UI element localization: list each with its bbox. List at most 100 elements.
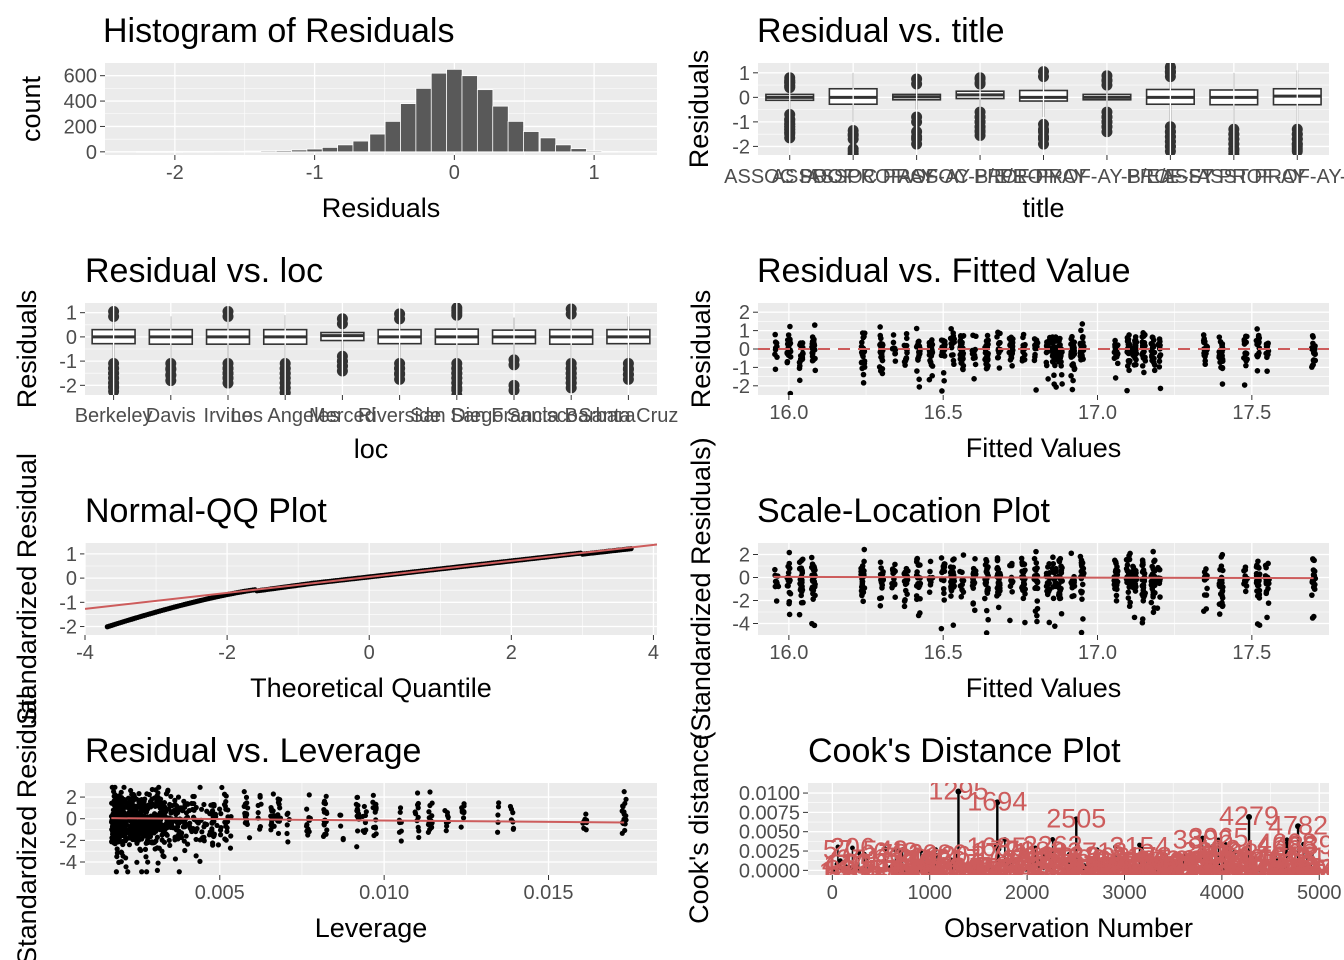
data-point xyxy=(860,598,866,605)
data-point xyxy=(785,569,792,576)
obs-label: 206 xyxy=(830,833,875,863)
data-point xyxy=(1052,362,1058,369)
data-point xyxy=(879,585,885,591)
obs-label: 3118 xyxy=(1107,853,1165,883)
data-point xyxy=(1154,605,1161,611)
obs-label: 3707 xyxy=(1163,859,1223,889)
obs-label: 2718 xyxy=(1067,837,1127,867)
histogram-bar xyxy=(601,151,618,153)
obs-label: 4021 xyxy=(1194,848,1254,878)
data-point xyxy=(941,597,948,603)
histogram-bar xyxy=(151,151,168,153)
cooks-point xyxy=(1216,837,1221,843)
data-point xyxy=(997,339,1003,346)
y-tick-label: 0 xyxy=(739,568,750,590)
obs-label: 2750 xyxy=(1070,854,1130,884)
point-cluster xyxy=(1077,553,1087,635)
y-tick-label: -2 xyxy=(59,617,77,639)
data-point xyxy=(983,338,990,344)
histogram-bar xyxy=(461,75,478,153)
data-point xyxy=(354,813,360,819)
data-point xyxy=(181,798,187,804)
data-point xyxy=(1034,612,1040,619)
obs-label: 4906 xyxy=(1280,863,1340,893)
data-point xyxy=(1216,611,1223,617)
data-point xyxy=(397,805,404,811)
obs-label: 2908 xyxy=(1085,847,1145,877)
data-point xyxy=(246,835,253,841)
data-point xyxy=(137,846,143,852)
data-point xyxy=(1311,586,1318,592)
y-tick-label: 1 xyxy=(66,544,77,566)
data-point xyxy=(959,577,965,583)
y-tick-label: -1 xyxy=(59,351,77,373)
obs-label: 4852 xyxy=(1275,854,1335,884)
data-point xyxy=(142,846,149,852)
data-point xyxy=(1256,591,1262,598)
plot-title: Residual vs. Leverage xyxy=(85,732,421,770)
data-point xyxy=(140,802,146,808)
obs-label: 3882 xyxy=(1180,860,1240,890)
x-tick-label: 5000 xyxy=(1297,882,1342,904)
data-point xyxy=(1033,548,1039,555)
data-point xyxy=(507,803,514,810)
data-point xyxy=(182,847,188,854)
data-point xyxy=(786,560,793,567)
data-point xyxy=(154,867,160,873)
obs-label: 3899 xyxy=(1182,837,1242,867)
cooks-point xyxy=(1023,866,1029,872)
obs-label: 4874 xyxy=(1277,852,1337,882)
data-point xyxy=(1124,387,1130,394)
obs-label: 2083 xyxy=(1005,836,1065,866)
data-point xyxy=(255,810,261,816)
data-point xyxy=(285,810,291,816)
data-point xyxy=(1142,402,1148,408)
data-point xyxy=(1254,326,1260,332)
obs-label: 1268 xyxy=(926,840,986,870)
data-point xyxy=(928,353,935,359)
cooks-point xyxy=(1160,860,1166,866)
cooks-point xyxy=(1226,844,1231,850)
data-point xyxy=(149,786,155,793)
point-cluster xyxy=(1055,555,1065,617)
data-point xyxy=(323,793,329,799)
data-point xyxy=(130,827,136,833)
histogram-bar xyxy=(446,68,463,153)
obs-label: 1711 xyxy=(970,838,1028,868)
data-point xyxy=(1142,358,1149,364)
x-axis-label: Fitted Values xyxy=(966,673,1122,703)
data-point xyxy=(201,801,207,808)
data-point xyxy=(1243,583,1250,589)
data-point xyxy=(199,829,205,835)
data-point xyxy=(195,820,201,826)
point-cluster xyxy=(969,332,979,382)
data-point xyxy=(1219,343,1225,349)
cooks-point xyxy=(994,799,1001,806)
data-point xyxy=(443,828,449,834)
data-point xyxy=(1022,619,1028,626)
data-point xyxy=(927,581,934,588)
data-point xyxy=(812,355,818,362)
data-point xyxy=(1113,567,1119,573)
x-tick-label: -1 xyxy=(306,162,324,184)
obs-label: 4601 xyxy=(1250,858,1310,888)
obs-label: 3593 xyxy=(1152,853,1212,883)
data-point xyxy=(960,366,966,373)
data-point xyxy=(1242,588,1249,595)
data-point xyxy=(927,568,933,575)
data-point xyxy=(994,564,1001,571)
data-point xyxy=(372,824,378,830)
data-point xyxy=(879,343,886,349)
data-point xyxy=(960,589,967,595)
data-point xyxy=(121,784,127,790)
cooks-point xyxy=(1301,841,1306,847)
cooks-point xyxy=(887,865,893,870)
plot-title: Scale-Location Plot xyxy=(757,492,1051,530)
x-tick-label: 1 xyxy=(589,162,600,184)
obs-label: 4403 xyxy=(1231,858,1291,888)
data-point xyxy=(1126,358,1132,365)
cooks-point xyxy=(1190,864,1196,870)
data-point xyxy=(193,853,199,859)
